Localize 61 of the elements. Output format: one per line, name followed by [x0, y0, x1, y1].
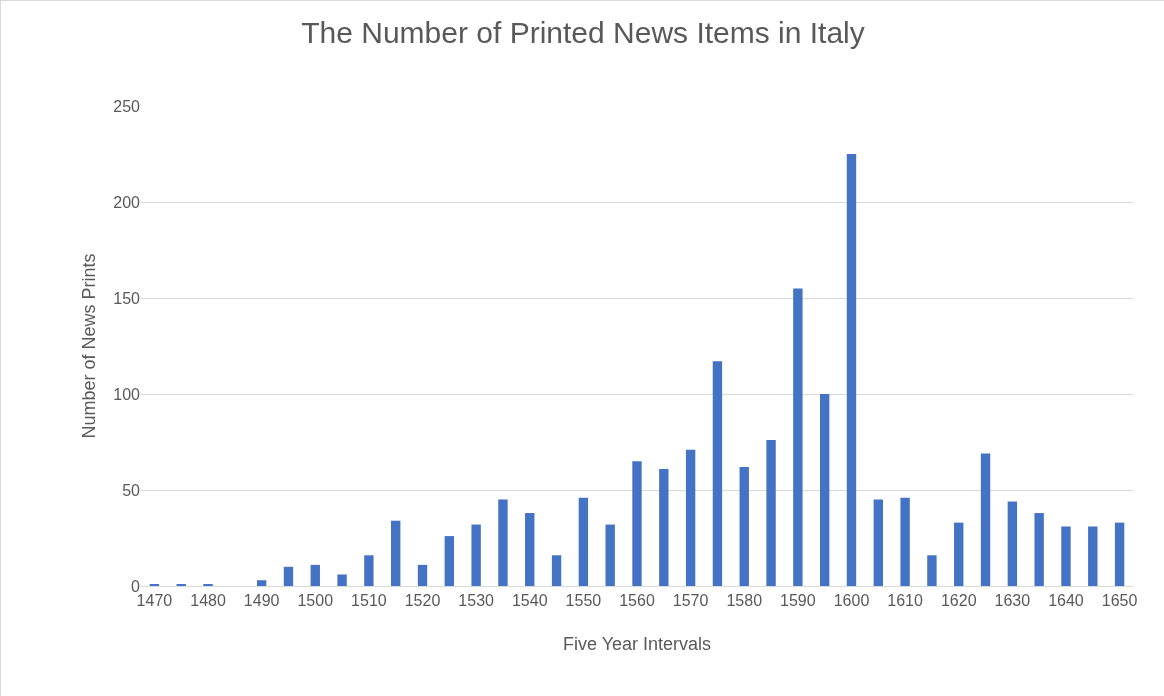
bar [900, 497, 910, 586]
bar [1034, 513, 1044, 586]
bar [578, 497, 589, 586]
bar [873, 499, 883, 586]
y-tick-label: 50 [122, 481, 141, 499]
y-tick-label: 150 [113, 289, 141, 307]
bar [1007, 501, 1018, 586]
bar [685, 449, 696, 586]
y-tick-label: 250 [113, 97, 141, 115]
bar [632, 461, 642, 586]
x-tick-label: 1510 [351, 592, 387, 610]
bar [793, 288, 803, 586]
x-tick-label: 1580 [726, 592, 763, 610]
chart-title: The Number of Printed News Items in Italy [301, 15, 865, 49]
x-tick-label: 1530 [458, 592, 495, 610]
x-tick-label: 1500 [297, 592, 334, 610]
x-tick-label: 1590 [780, 592, 816, 610]
x-tick-label: 1470 [136, 592, 173, 610]
x-tick-label: 1540 [511, 592, 548, 610]
bar [819, 394, 830, 586]
y-axis-title: Number of News Prints [79, 253, 99, 439]
bar [980, 453, 991, 586]
bar [605, 524, 615, 586]
bar [659, 468, 669, 586]
bar [846, 154, 857, 586]
x-tick-label: 1570 [672, 592, 709, 610]
bar [1114, 522, 1125, 586]
x-tick-label: 1640 [1048, 592, 1084, 610]
bar [551, 555, 562, 586]
bar [739, 466, 749, 586]
x-tick-label: 1630 [994, 592, 1031, 610]
bar [391, 520, 401, 586]
bar [1061, 526, 1071, 586]
bar [525, 513, 535, 586]
bar [337, 574, 347, 586]
x-tick-label: 1610 [887, 592, 924, 610]
x-tick-label: 1490 [243, 592, 280, 610]
bar [471, 524, 481, 586]
bar [283, 566, 294, 586]
x-tick-label: 1550 [565, 592, 602, 610]
bar [417, 564, 428, 586]
bar [712, 361, 723, 586]
x-tick-label: 1520 [404, 592, 441, 610]
bar [364, 555, 374, 586]
bar [310, 564, 320, 586]
x-tick-label: 1560 [619, 592, 655, 610]
bar [256, 580, 267, 586]
bar [954, 522, 964, 586]
bar [498, 499, 508, 586]
y-tick-label: 0 [131, 577, 141, 595]
x-tick-label: 1600 [833, 592, 870, 610]
bar [1088, 526, 1098, 586]
bar [766, 440, 776, 586]
x-tick-label: 1480 [190, 592, 226, 610]
bar [927, 555, 937, 586]
x-tick-label: 1650 [1101, 592, 1138, 610]
x-tick-label: 1620 [940, 592, 977, 610]
bar [444, 536, 455, 586]
y-tick-label: 200 [113, 193, 141, 211]
x-axis-title: Five Year Intervals [562, 634, 712, 654]
y-tick-label: 100 [113, 385, 141, 403]
